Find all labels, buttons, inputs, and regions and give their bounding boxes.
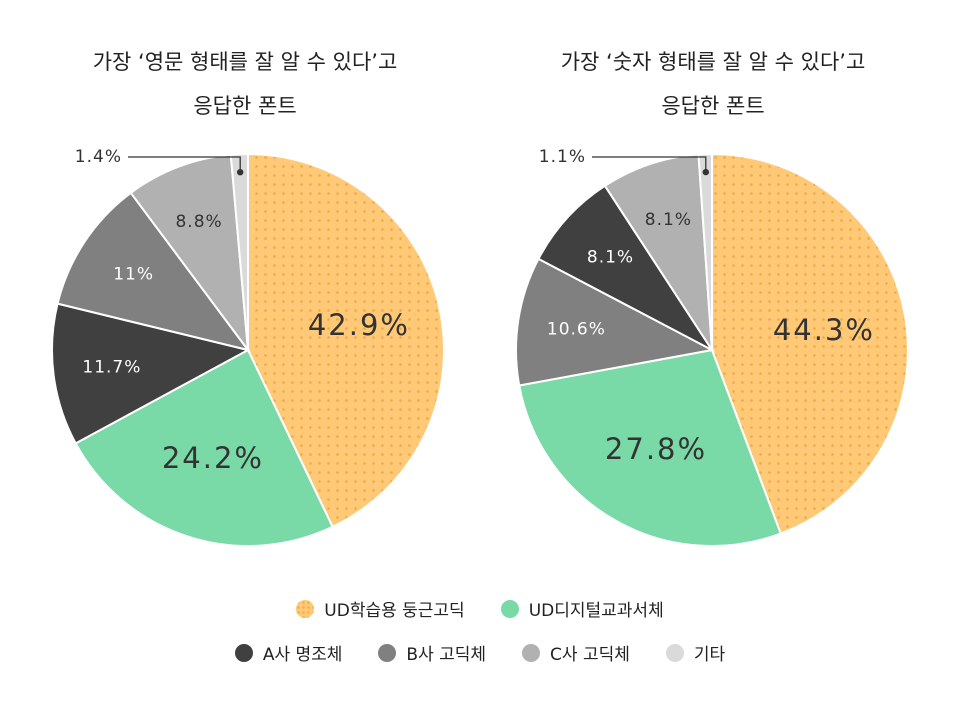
legend-item-ud-rounded-gothic: UD학습용 둥근고딕: [296, 596, 465, 621]
legend-label: C사 고딕체: [550, 645, 630, 665]
legend-item-b-gothic: B사 고딕체: [378, 640, 486, 665]
legend-label: 기타: [693, 645, 726, 665]
chart-title-line-1: 가장 ‘숫자 형태를 잘 알 수 있다’고: [560, 50, 866, 74]
legend-swatch: [665, 643, 684, 662]
pie-slice: [518, 348, 782, 547]
callout-line: [592, 156, 707, 173]
legend-item-ud-digital-textbook: UD디지털교과서체: [500, 596, 664, 621]
pie-slices: [515, 152, 909, 547]
data-label: 8.1%: [587, 248, 634, 268]
pie-slice: [229, 152, 249, 351]
callout-dot: [237, 169, 244, 176]
pie-labels: 44.3% 27.8% 10.6% 8.1% 8.1% 1.1%: [539, 147, 875, 466]
data-label: 1.4%: [75, 147, 122, 167]
legend-item-etc: 기타: [665, 640, 726, 665]
chart-title-english-form: 가장 ‘영문 형태를 잘 알 수 있다’고 응답한 폰트: [10, 40, 480, 128]
pie-slice: [74, 348, 334, 547]
legend-label: UD학습용 둥근고딕: [324, 601, 465, 621]
pie-labels: 42.9% 24.2% 11.7% 11% 8.8% 1.4%: [75, 147, 410, 475]
pie-slice: [56, 191, 251, 352]
legend-swatch-dotted: [296, 599, 315, 618]
legend-item-a-myeongjo: A사 명조체: [234, 640, 343, 665]
legend-row: UD학습용 둥근고딕 UD디지털교과서체: [0, 596, 960, 621]
data-label: 42.9%: [308, 308, 410, 342]
chart-title-line-1: 가장 ‘영문 형태를 잘 알 수 있다’고: [92, 50, 398, 74]
callout-dot: [702, 168, 709, 176]
legend-label: A사 명조체: [262, 645, 343, 665]
data-label: 24.2%: [162, 441, 264, 475]
chart-title-number-form: 가장 ‘숫자 형태를 잘 알 수 있다’고 응답한 폰트: [478, 40, 948, 128]
data-label: 27.8%: [605, 432, 707, 466]
data-label: 11%: [113, 264, 154, 284]
legend-item-c-gothic: C사 고딕체: [522, 640, 630, 665]
legend-swatch: [500, 599, 519, 618]
data-label: 1.1%: [539, 147, 586, 167]
pie-slices: [51, 152, 445, 547]
data-label: 44.3%: [773, 313, 875, 347]
pie-slice: [247, 152, 445, 529]
legend-swatch: [378, 643, 397, 662]
pie-slice: [537, 184, 715, 353]
data-label: 10.6%: [547, 319, 606, 339]
legend-row: A사 명조체 B사 고딕체 C사 고딕체 기타: [0, 640, 960, 665]
chart-title-line-2: 응답한 폰트: [661, 94, 765, 118]
pie-slice: [129, 153, 250, 354]
callout-line: [128, 156, 241, 173]
pie-slice: [603, 153, 714, 354]
data-label: 8.1%: [645, 210, 692, 230]
legend-swatch: [522, 643, 541, 662]
pie-slice: [711, 152, 909, 535]
legend-swatch: [234, 643, 253, 662]
chart-title-line-2: 응답한 폰트: [193, 94, 297, 118]
data-label: 11.7%: [82, 358, 141, 378]
data-label: 8.8%: [175, 212, 222, 232]
legend-label: UD디지털교과서체: [528, 601, 664, 621]
pie-slice: [697, 152, 713, 351]
legend-label: B사 고딕체: [406, 645, 487, 665]
pie-slice: [515, 257, 716, 387]
